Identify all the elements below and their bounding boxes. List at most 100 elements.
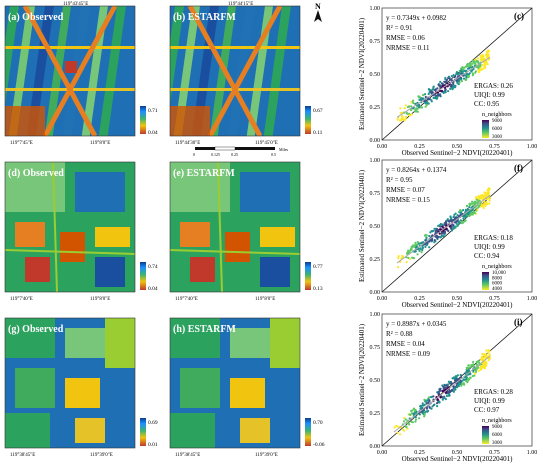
lon-tick: 119°7'40"E bbox=[175, 297, 198, 302]
scatter-point bbox=[470, 364, 473, 367]
scatter-point bbox=[414, 102, 417, 105]
scatter-point bbox=[449, 382, 452, 385]
scatter-point bbox=[453, 75, 457, 78]
scatter-point bbox=[469, 373, 472, 376]
scatter-point bbox=[481, 193, 484, 197]
scatter-point bbox=[425, 243, 428, 247]
scatter-point bbox=[432, 395, 435, 398]
scatter-point bbox=[425, 234, 428, 237]
scatter-point bbox=[452, 390, 455, 393]
scatter-point bbox=[471, 72, 474, 75]
scatter-point bbox=[459, 211, 463, 214]
scatter-point bbox=[410, 409, 413, 412]
lon-tick: 119°8'0"E bbox=[90, 297, 110, 302]
scatter-point bbox=[482, 195, 485, 198]
scatter-point bbox=[450, 229, 453, 232]
stat-text: RMSE = 0.06 bbox=[386, 34, 425, 42]
scatter-point bbox=[433, 239, 436, 242]
scatter-point bbox=[416, 240, 419, 244]
scatter-point bbox=[428, 91, 431, 94]
colorbar bbox=[305, 106, 311, 134]
scatter-point bbox=[428, 240, 431, 243]
x-tick-label: 0.75 bbox=[489, 144, 500, 150]
scatter-point bbox=[487, 349, 490, 352]
scatter-point bbox=[476, 208, 479, 211]
scatter-point bbox=[479, 54, 482, 57]
scatter-point bbox=[420, 251, 423, 254]
scatter-point bbox=[408, 257, 412, 260]
scatter-point bbox=[487, 192, 491, 195]
scatter-point bbox=[407, 256, 410, 259]
scatter-point bbox=[435, 402, 439, 405]
colorbar bbox=[305, 262, 311, 290]
scatter-point bbox=[455, 79, 458, 82]
scatter-point bbox=[435, 231, 439, 234]
map-label: (a) Observed bbox=[8, 12, 64, 23]
scatter-point bbox=[417, 242, 420, 245]
scatter-point bbox=[487, 357, 490, 360]
scatter-point bbox=[483, 363, 486, 366]
colorbar bbox=[305, 418, 311, 446]
scale-bar: 0 0.125 0.25 0.5 Miles bbox=[193, 146, 289, 157]
y-tick-label: 0.00 bbox=[370, 138, 381, 144]
scatter-point bbox=[449, 215, 452, 218]
scatter-point bbox=[450, 220, 453, 223]
scatter-point bbox=[442, 91, 445, 95]
scatter-point bbox=[474, 62, 477, 65]
svg-text:0.5: 0.5 bbox=[271, 152, 276, 157]
scatter-point bbox=[455, 375, 458, 379]
scatter-point bbox=[479, 68, 482, 71]
y-tick-label: 0.75 bbox=[370, 345, 381, 351]
stat-text: R² = 0.91 bbox=[386, 24, 413, 32]
y-tick-label: 0.75 bbox=[370, 39, 381, 45]
legend-colorbar bbox=[482, 272, 489, 290]
scatter-point bbox=[445, 78, 449, 81]
x-tick-label: 1.00 bbox=[527, 296, 538, 302]
metric-text: UIQI: 0.99 bbox=[474, 397, 505, 405]
stat-text: RMSE = 0.07 bbox=[386, 186, 425, 194]
scatter-point bbox=[454, 388, 457, 391]
metric-text: UIQI: 0.99 bbox=[474, 91, 505, 99]
stat-text: y = 0.8264x + 0.1374 bbox=[386, 166, 447, 174]
scatter-point bbox=[395, 424, 398, 427]
scatter-point bbox=[450, 84, 453, 88]
y-tick-label: 0.25 bbox=[370, 257, 381, 263]
scatter-point bbox=[436, 95, 439, 99]
scatter-point bbox=[486, 189, 489, 192]
scatter-point bbox=[439, 228, 442, 231]
panel-label: (i) bbox=[514, 317, 523, 327]
scatter-point bbox=[397, 255, 400, 258]
scatter-point bbox=[434, 96, 437, 100]
stat-text: NRMSE = 0.09 bbox=[386, 350, 430, 358]
scatter-point bbox=[475, 198, 479, 201]
scatter-point bbox=[424, 400, 427, 403]
x-tick-label: 0.50 bbox=[452, 450, 463, 456]
scatter-point bbox=[485, 362, 488, 365]
scatter-point bbox=[433, 403, 436, 406]
lon-tick: 119°8'0"E bbox=[90, 141, 110, 146]
scatter-point bbox=[452, 224, 455, 227]
scatter-point bbox=[471, 74, 474, 77]
scatter-point bbox=[484, 192, 487, 195]
scatter-point bbox=[465, 205, 468, 208]
scatter-point bbox=[431, 230, 434, 233]
scatter-point bbox=[404, 104, 407, 107]
scatter-point bbox=[414, 416, 417, 419]
scatter-point bbox=[427, 409, 430, 412]
stat-text: RMSE = 0.04 bbox=[386, 340, 425, 348]
scatter-point bbox=[434, 229, 437, 232]
scatter-point bbox=[462, 77, 466, 80]
scatter-point bbox=[482, 356, 485, 359]
scatter-point bbox=[470, 64, 473, 68]
scatter-point bbox=[413, 408, 416, 411]
map-panel-d: (d) Observed 0.74 0.04 119°7'40"E 119°8'… bbox=[4, 161, 158, 302]
map-panel-a: (a) Observed 0.71 0.04 119°7'45"E 119°8'… bbox=[4, 2, 158, 146]
scatter-point bbox=[441, 223, 444, 226]
scatter-point bbox=[426, 399, 429, 402]
colorbar-min: 0.04 bbox=[148, 286, 158, 292]
colorbar-max: 0.70 bbox=[313, 420, 323, 426]
legend-colorbar bbox=[482, 120, 489, 138]
scatter-point bbox=[428, 400, 431, 403]
scatter-point bbox=[481, 53, 484, 56]
scatter-point bbox=[471, 375, 474, 378]
